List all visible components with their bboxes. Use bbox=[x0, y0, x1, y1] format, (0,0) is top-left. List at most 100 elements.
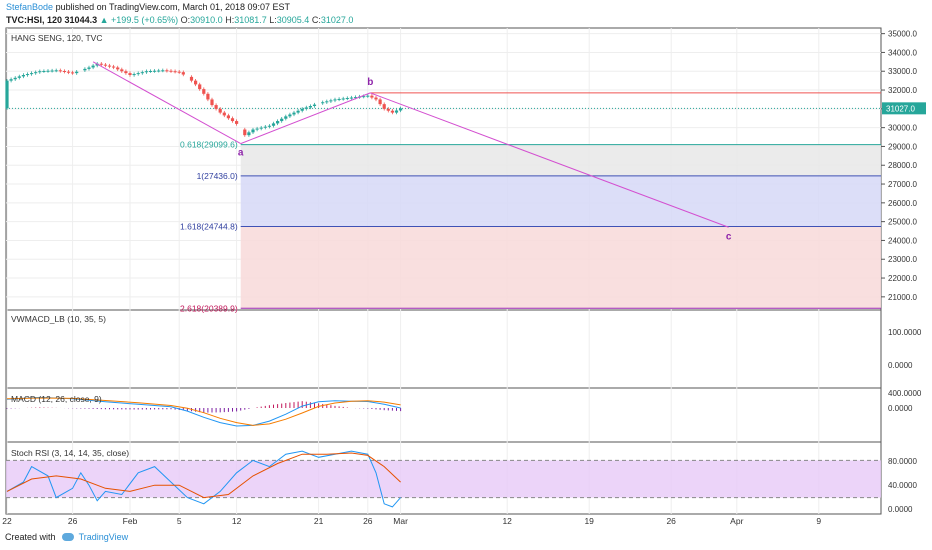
footer: Created with TradingView bbox=[5, 532, 128, 542]
candle-body bbox=[157, 70, 161, 72]
x-tick-label: Mar bbox=[393, 516, 408, 526]
candle-body bbox=[87, 67, 91, 69]
candle-body bbox=[366, 95, 370, 97]
candle-body bbox=[259, 127, 263, 129]
fib-zone bbox=[240, 226, 881, 309]
candle-body bbox=[349, 97, 353, 99]
wave-label-a: a bbox=[238, 148, 244, 159]
high-value: 31081.7 bbox=[234, 15, 267, 25]
elliott-wave-lines: a b c bbox=[92, 61, 732, 242]
candle-body bbox=[17, 76, 21, 78]
candle-body bbox=[296, 110, 300, 113]
author-link[interactable]: StefanBode bbox=[6, 2, 54, 12]
x-tick-label: 26 bbox=[68, 516, 78, 526]
candle-body bbox=[140, 72, 144, 74]
close-value: 31027.0 bbox=[320, 15, 354, 25]
candle-body bbox=[247, 132, 251, 136]
y-tick-label: 27000.0 bbox=[888, 180, 917, 189]
y-tick-label: 35000.0 bbox=[888, 30, 917, 39]
candle-body bbox=[99, 63, 103, 65]
candle-body bbox=[230, 118, 235, 122]
y-tick-label: 21000.0 bbox=[888, 293, 917, 302]
x-tick-label: 12 bbox=[232, 516, 242, 526]
candle-body bbox=[198, 84, 202, 90]
open-value: 30910.0 bbox=[190, 15, 223, 25]
candle-body bbox=[173, 71, 177, 73]
macd-signal-line bbox=[6, 397, 401, 426]
wave-line bbox=[370, 92, 729, 228]
candle-body bbox=[267, 125, 271, 127]
x-tick-label: 26 bbox=[363, 516, 373, 526]
y-tick-label: 34000.0 bbox=[888, 48, 917, 57]
last-price-tag bbox=[882, 102, 926, 115]
stoch-rsi-d-line bbox=[6, 452, 401, 499]
macd-tick-0: 400.0000 bbox=[888, 389, 922, 398]
rsi-band bbox=[6, 460, 881, 498]
x-tick-label: 5 bbox=[177, 516, 182, 526]
candle-body bbox=[153, 70, 157, 72]
candle-body bbox=[321, 102, 325, 104]
fibonacci-zones: 0.618(29099.6) 1(27436.0) 1.618(24744.8) 2.… bbox=[180, 92, 881, 313]
candle-body bbox=[325, 101, 329, 103]
x-tick-label: 21 bbox=[314, 516, 324, 526]
candle-body bbox=[370, 95, 374, 98]
candle-body bbox=[75, 71, 79, 74]
wave-label-b: b bbox=[367, 77, 373, 88]
y-tick-label: 23000.0 bbox=[888, 255, 917, 264]
candle-body bbox=[5, 80, 9, 109]
stoch-rsi-series bbox=[6, 450, 881, 508]
candle-body bbox=[13, 77, 17, 80]
candle-body bbox=[206, 93, 210, 100]
last-price: 31044.3 bbox=[64, 15, 98, 25]
ohlc-line: TVC:HSI, 120 31044.3 ▲ +199.5 (+0.65%) O… bbox=[6, 14, 906, 27]
candle-body bbox=[399, 108, 403, 111]
up-triangle-icon: ▲ bbox=[99, 15, 109, 25]
candle-body bbox=[202, 89, 206, 94]
candle-body bbox=[46, 70, 50, 72]
candle-body bbox=[251, 129, 255, 133]
candle-body bbox=[353, 97, 358, 99]
tradingview-link[interactable]: TradingView bbox=[78, 532, 129, 542]
x-tick-label: 19 bbox=[584, 516, 594, 526]
candle-body bbox=[280, 118, 284, 122]
high-label: H: bbox=[225, 15, 235, 25]
symbol-label: TVC:HSI, 120 bbox=[6, 15, 63, 25]
candle-body bbox=[222, 112, 226, 116]
y-tick-label: 22000.0 bbox=[888, 274, 917, 283]
candle-body bbox=[112, 66, 116, 68]
x-tick-label: 9 bbox=[816, 516, 821, 526]
fib-level-label: 1.618(24744.8) bbox=[180, 221, 238, 231]
price-change: +199.5 (+0.65%) bbox=[111, 15, 179, 25]
candle-body bbox=[194, 80, 198, 85]
candle-body bbox=[300, 108, 304, 111]
candle-body bbox=[255, 128, 259, 130]
chart-header: StefanBode published on TradingView.com,… bbox=[6, 1, 906, 27]
candle-body bbox=[312, 104, 317, 107]
candle-body bbox=[165, 70, 169, 72]
candle-body bbox=[136, 73, 140, 75]
candle-body bbox=[304, 107, 308, 109]
y-tick-label: 26000.0 bbox=[888, 199, 917, 208]
candle-body bbox=[214, 105, 218, 109]
last-price-tag-label: 31027.0 bbox=[886, 104, 915, 113]
x-tick-label: Apr bbox=[730, 516, 743, 526]
candle-body bbox=[374, 97, 378, 100]
candle-body bbox=[83, 68, 87, 71]
candle-body bbox=[161, 70, 165, 72]
wave-line bbox=[240, 92, 371, 145]
candle-body bbox=[218, 108, 222, 113]
candle-body bbox=[71, 72, 75, 74]
rsi-tick-1: 40.0000 bbox=[888, 481, 917, 490]
x-tick-label: 12 bbox=[502, 516, 512, 526]
candle-body bbox=[58, 70, 62, 72]
chart-svg[interactable]: 0.618(29099.6) 1(27436.0) 1.618(24744.8) 2.… bbox=[0, 0, 932, 530]
candle-body bbox=[91, 65, 95, 68]
rsi-tick-0: 80.0000 bbox=[888, 457, 917, 466]
rsi-pane-title: Stoch RSI (3, 14, 14, 35, close) bbox=[11, 448, 129, 458]
y-tick-label: 24000.0 bbox=[888, 236, 917, 245]
candle-body bbox=[169, 70, 173, 72]
low-label: L: bbox=[269, 15, 277, 25]
y-tick-label: 33000.0 bbox=[888, 67, 917, 76]
candle-body bbox=[189, 76, 194, 81]
macd-tick-1: 0.0000 bbox=[888, 404, 913, 413]
